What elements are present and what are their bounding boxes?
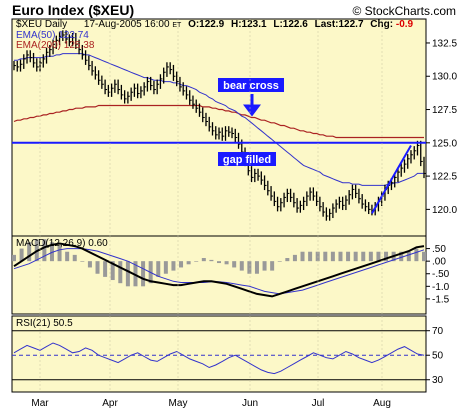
legend-ema50: EMA(50) 122.74 xyxy=(16,30,89,41)
macd-histogram-bar xyxy=(65,251,70,262)
macd-histogram-bar xyxy=(12,254,16,262)
macd-legend: MACD(12,26,9) 0.60 xyxy=(16,238,108,249)
macd-line xyxy=(13,242,425,298)
macd-histogram-bar xyxy=(42,239,47,262)
macd-histogram-bar xyxy=(217,261,221,264)
price-axis-tick-label: 127.5 xyxy=(432,105,457,116)
price-axis-tick-label: 125.0 xyxy=(432,138,457,149)
macd-histogram-bar xyxy=(110,261,115,281)
macd-histogram-bar xyxy=(125,261,130,287)
header-high: H:123.1 xyxy=(231,19,267,30)
macd-histogram-bar xyxy=(133,261,138,287)
header-chg-label: Chg: xyxy=(370,19,393,30)
macd-histogram-bar xyxy=(254,261,259,274)
macd-histogram-bar xyxy=(194,261,199,262)
macd-histogram-bar xyxy=(414,248,419,262)
macd-histogram-bar xyxy=(186,261,191,265)
legend-ema200: EMA(200) 125.38 xyxy=(16,40,95,51)
x-axis-label: Mar xyxy=(31,398,49,409)
macd-histogram-bar xyxy=(346,251,351,262)
price-axis-tick-label: 122.5 xyxy=(432,172,457,183)
header-date: 17-Aug-2005 16:00 xyxy=(84,19,170,30)
macd-histogram-bar xyxy=(72,254,77,262)
macd-histogram-bar xyxy=(338,251,343,262)
rsi-axis-tick-label: 30 xyxy=(432,375,444,386)
macd-histogram-bar xyxy=(163,261,168,274)
trendline xyxy=(371,144,412,214)
macd-histogram-bar xyxy=(87,261,92,268)
header-open: O:122.9 xyxy=(188,19,225,30)
macd-histogram-bar xyxy=(232,261,237,268)
macd-axis-tick-label: -1.0 xyxy=(432,282,450,293)
macd-histogram-bar xyxy=(262,261,267,271)
macd-histogram-bar xyxy=(171,261,176,271)
x-axis-label: Jun xyxy=(242,398,258,409)
macd-histogram-bar xyxy=(156,261,161,277)
chart-title: Euro Index ($XEU) xyxy=(12,2,134,18)
macd-histogram-bar xyxy=(224,261,229,265)
macd-histogram-bar xyxy=(399,251,404,262)
macd-histogram-bar xyxy=(27,242,32,262)
macd-histogram-bar xyxy=(300,251,305,262)
rsi-legend: RSI(21) 50.5 xyxy=(16,318,73,329)
macd-histogram-bar xyxy=(49,242,54,262)
bear-cross-box xyxy=(218,78,284,92)
svg-text:$XEU Daily 17-Aug-2005 16:: $XEU Daily 17-Aug-2005 16:00 ET O:122.9 … xyxy=(16,19,414,30)
macd-histogram-bar xyxy=(118,261,123,284)
gap-filled-label: gap filled xyxy=(223,154,271,166)
macd-axis-tick-label: -.50 xyxy=(432,269,450,280)
macd-histogram-bar xyxy=(247,261,252,274)
macd-histogram-bar xyxy=(292,254,297,262)
header-low: L:122.6 xyxy=(273,19,308,30)
macd-histogram-bar xyxy=(95,261,100,274)
rsi-axis-tick-label: 50 xyxy=(432,351,444,362)
x-axis-label: Aug xyxy=(373,398,391,409)
x-axis-label: Apr xyxy=(102,398,118,409)
macd-histogram-bar xyxy=(323,251,328,262)
macd-histogram-bar xyxy=(103,261,108,277)
header-tz: ET xyxy=(172,22,182,29)
bear-cross-label: bear cross xyxy=(223,80,279,92)
rsi-line xyxy=(13,342,425,375)
rsi-panel xyxy=(11,315,427,393)
macd-histogram-bar xyxy=(384,251,389,262)
macd-histogram-bar xyxy=(361,251,366,262)
macd-histogram-bar xyxy=(270,261,275,271)
x-axis-label: May xyxy=(169,398,188,409)
macd-histogram-bar xyxy=(330,251,335,262)
price-axis-tick-label: 120.0 xyxy=(432,205,457,216)
watermark: © StockCharts.com xyxy=(352,4,456,18)
header-symbol: $XEU Daily xyxy=(16,19,67,30)
macd-histogram-bar xyxy=(353,251,358,262)
rsi-axis-tick-label: 70 xyxy=(432,326,444,337)
macd-axis-tick-label: .00 xyxy=(432,257,446,268)
macd-histogram-bar xyxy=(315,251,320,262)
x-axis-label: Jul xyxy=(312,398,325,409)
macd-axis-tick-label: .50 xyxy=(432,244,446,255)
macd-histogram-bar xyxy=(179,261,184,268)
macd-histogram-bar xyxy=(308,251,313,262)
macd-histogram-bar xyxy=(201,258,206,262)
header-last: Last:122.7 xyxy=(315,19,364,30)
price-axis-tick-label: 132.5 xyxy=(432,38,457,49)
macd-histogram-bar xyxy=(422,251,426,262)
macd-histogram-bar xyxy=(239,261,244,271)
bear-cross-arrow xyxy=(243,94,261,117)
macd-histogram-bar xyxy=(19,248,24,262)
macd-histogram-bar xyxy=(209,259,214,262)
macd-histogram-bar xyxy=(80,261,85,262)
header-chg-value: -0.9 xyxy=(396,19,414,30)
macd-histogram-bar xyxy=(285,258,290,262)
macd-histogram-bar xyxy=(376,251,381,262)
ema200-line xyxy=(13,104,424,139)
macd-histogram-bar xyxy=(406,251,411,262)
macd-histogram-bar xyxy=(368,251,373,262)
price-axis-tick-label: 130.0 xyxy=(432,72,457,83)
gap-filled-box xyxy=(218,152,276,166)
macd-histogram-bar xyxy=(57,245,62,262)
macd-axis-tick-label: -1.5 xyxy=(432,294,450,305)
macd-histogram-bar xyxy=(277,261,282,262)
macd-histogram-bar xyxy=(141,261,146,287)
